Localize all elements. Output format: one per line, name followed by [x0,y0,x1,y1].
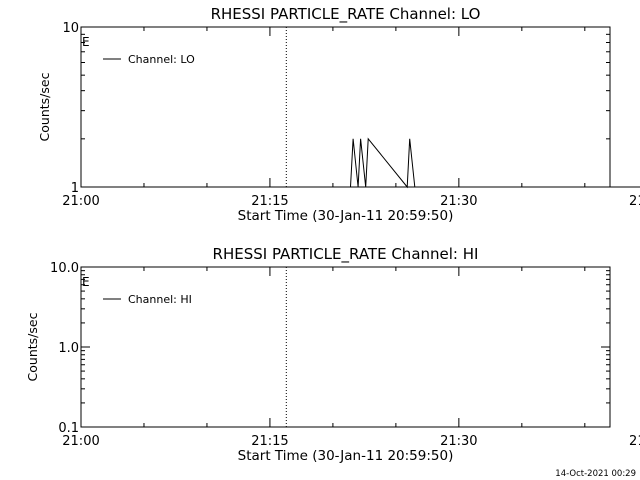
y-tick-label: 10 [62,21,79,36]
x-tick-label: 21:15 [251,194,288,209]
plot-frame [80,266,611,428]
x-tick-label: 21:45 [629,434,640,449]
corner-flag: E [82,275,90,289]
footer-timestamp: 14-Oct-2021 00:29 [555,469,636,479]
panel-lo: 11021:0021:1521:3021:4522:0022:1522:30EE… [37,5,640,224]
x-tick-label: 21:00 [62,434,99,449]
x-tick-label: 21:30 [440,434,477,449]
x-tick-label: 21:30 [440,194,477,209]
y-tick-label: 1.0 [58,341,79,356]
y-tick-label: 0.1 [58,421,79,436]
plot-frame [80,26,611,188]
y-tick-label: 1 [71,181,79,196]
y-axis-label: Counts/sec [25,312,40,381]
chart-title: RHESSI PARTICLE_RATE Channel: LO [211,5,481,24]
y-tick-label: 10.0 [50,261,79,276]
legend-label: Channel: LO [128,53,195,66]
legend-label: Channel: HI [128,293,192,306]
series-line [350,137,640,189]
panel-hi: 0.11.010.021:0021:1521:3021:4522:0022:15… [25,245,640,464]
x-tick-label: 21:45 [629,194,640,209]
y-axis-label: Counts/sec [37,72,52,141]
corner-flag: E [82,35,90,49]
chart-title: RHESSI PARTICLE_RATE Channel: HI [213,245,479,264]
x-axis-label: Start Time (30-Jan-11 20:59:50) [238,208,454,224]
x-tick-label: 21:15 [251,434,288,449]
x-tick-label: 21:00 [62,194,99,209]
x-axis-label: Start Time (30-Jan-11 20:59:50) [238,448,454,464]
